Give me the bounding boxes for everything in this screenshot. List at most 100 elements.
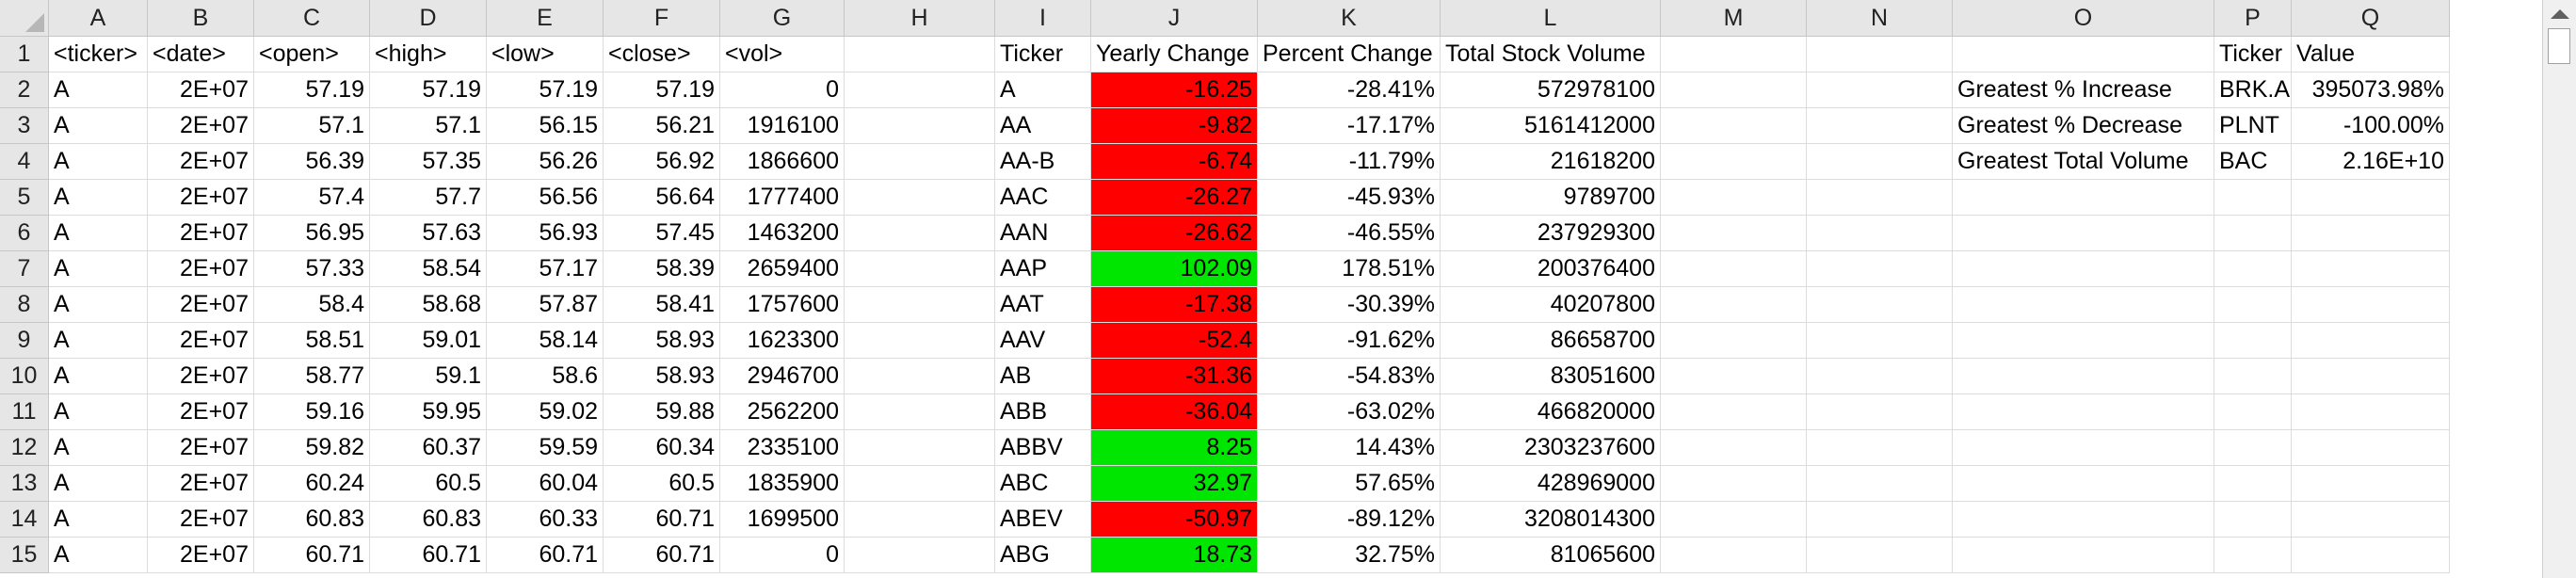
cell-o2[interactable]: Greatest % Increase xyxy=(1953,72,2214,108)
cell-e5[interactable]: 56.56 xyxy=(487,180,604,216)
cell-h8[interactable] xyxy=(845,287,995,323)
cell-m10[interactable] xyxy=(1661,359,1807,394)
cell-o15[interactable] xyxy=(1953,538,2214,573)
cell-b10[interactable]: 2E+07 xyxy=(148,359,254,394)
cell-i7[interactable]: AAP xyxy=(995,251,1091,287)
cell-q15[interactable] xyxy=(2292,538,2450,573)
cell-k8[interactable]: -30.39% xyxy=(1258,287,1441,323)
cell-e7[interactable]: 57.17 xyxy=(487,251,604,287)
cell-o6[interactable] xyxy=(1953,216,2214,251)
cell-q13[interactable] xyxy=(2292,466,2450,502)
cell-p5[interactable] xyxy=(2214,180,2292,216)
column-header-d[interactable]: D xyxy=(370,0,487,37)
cell-q12[interactable] xyxy=(2292,430,2450,466)
cell-d12[interactable]: 60.37 xyxy=(370,430,487,466)
row-header-1[interactable]: 1 xyxy=(0,37,49,72)
cell-b2[interactable]: 2E+07 xyxy=(148,72,254,108)
column-header-e[interactable]: E xyxy=(487,0,604,37)
column-header-a[interactable]: A xyxy=(49,0,148,37)
cell-h2[interactable] xyxy=(845,72,995,108)
cell-f7[interactable]: 58.39 xyxy=(604,251,720,287)
cell-o12[interactable] xyxy=(1953,430,2214,466)
cell-g13[interactable]: 1835900 xyxy=(720,466,845,502)
cell-n9[interactable] xyxy=(1807,323,1953,359)
cell-f4[interactable]: 56.92 xyxy=(604,144,720,180)
row-header-15[interactable]: 15 xyxy=(0,538,49,573)
cell-a5[interactable]: A xyxy=(49,180,148,216)
cell-p13[interactable] xyxy=(2214,466,2292,502)
cell-a9[interactable]: A xyxy=(49,323,148,359)
cell-f5[interactable]: 56.64 xyxy=(604,180,720,216)
row-header-6[interactable]: 6 xyxy=(0,216,49,251)
cell-i5[interactable]: AAC xyxy=(995,180,1091,216)
column-header-m[interactable]: M xyxy=(1661,0,1807,37)
cell-o14[interactable] xyxy=(1953,502,2214,538)
vertical-scrollbar[interactable] xyxy=(2542,0,2576,578)
cell-a1[interactable]: <ticker> xyxy=(49,37,148,72)
cell-i11[interactable]: ABB xyxy=(995,394,1091,430)
cell-g7[interactable]: 2659400 xyxy=(720,251,845,287)
cell-a4[interactable]: A xyxy=(49,144,148,180)
cell-f8[interactable]: 58.41 xyxy=(604,287,720,323)
cell-n14[interactable] xyxy=(1807,502,1953,538)
cell-p9[interactable] xyxy=(2214,323,2292,359)
cell-h9[interactable] xyxy=(845,323,995,359)
cell-n13[interactable] xyxy=(1807,466,1953,502)
cell-k9[interactable]: -91.62% xyxy=(1258,323,1441,359)
column-header-h[interactable]: H xyxy=(845,0,995,37)
cell-f1[interactable]: <close> xyxy=(604,37,720,72)
cell-a6[interactable]: A xyxy=(49,216,148,251)
cell-h7[interactable] xyxy=(845,251,995,287)
cell-d10[interactable]: 59.1 xyxy=(370,359,487,394)
cell-p6[interactable] xyxy=(2214,216,2292,251)
cell-d15[interactable]: 60.71 xyxy=(370,538,487,573)
cell-g5[interactable]: 1777400 xyxy=(720,180,845,216)
cell-e2[interactable]: 57.19 xyxy=(487,72,604,108)
cell-g2[interactable]: 0 xyxy=(720,72,845,108)
cell-b12[interactable]: 2E+07 xyxy=(148,430,254,466)
cell-a2[interactable]: A xyxy=(49,72,148,108)
cell-h14[interactable] xyxy=(845,502,995,538)
column-header-k[interactable]: K xyxy=(1258,0,1441,37)
cell-k15[interactable]: 32.75% xyxy=(1258,538,1441,573)
cell-p12[interactable] xyxy=(2214,430,2292,466)
row-header-5[interactable]: 5 xyxy=(0,180,49,216)
cell-h13[interactable] xyxy=(845,466,995,502)
cell-e3[interactable]: 56.15 xyxy=(487,108,604,144)
column-header-i[interactable]: I xyxy=(995,0,1091,37)
cell-f15[interactable]: 60.71 xyxy=(604,538,720,573)
cell-p7[interactable] xyxy=(2214,251,2292,287)
cell-e6[interactable]: 56.93 xyxy=(487,216,604,251)
cell-g4[interactable]: 1866600 xyxy=(720,144,845,180)
cell-o9[interactable] xyxy=(1953,323,2214,359)
cell-d8[interactable]: 58.68 xyxy=(370,287,487,323)
cell-c14[interactable]: 60.83 xyxy=(254,502,370,538)
cell-l4[interactable]: 21618200 xyxy=(1441,144,1661,180)
cell-g11[interactable]: 2562200 xyxy=(720,394,845,430)
cell-c10[interactable]: 58.77 xyxy=(254,359,370,394)
cell-i4[interactable]: AA-B xyxy=(995,144,1091,180)
cell-a7[interactable]: A xyxy=(49,251,148,287)
cell-a3[interactable]: A xyxy=(49,108,148,144)
cell-l1[interactable]: Total Stock Volume xyxy=(1441,37,1661,72)
cell-i6[interactable]: AAN xyxy=(995,216,1091,251)
row-header-11[interactable]: 11 xyxy=(0,394,49,430)
cell-k2[interactable]: -28.41% xyxy=(1258,72,1441,108)
cell-l5[interactable]: 9789700 xyxy=(1441,180,1661,216)
cell-q3[interactable]: -100.00% xyxy=(2292,108,2450,144)
cell-l7[interactable]: 200376400 xyxy=(1441,251,1661,287)
cell-b1[interactable]: <date> xyxy=(148,37,254,72)
cell-d14[interactable]: 60.83 xyxy=(370,502,487,538)
cell-b15[interactable]: 2E+07 xyxy=(148,538,254,573)
cell-q2[interactable]: 395073.98% xyxy=(2292,72,2450,108)
cell-a12[interactable]: A xyxy=(49,430,148,466)
cell-k4[interactable]: -11.79% xyxy=(1258,144,1441,180)
cell-a8[interactable]: A xyxy=(49,287,148,323)
cell-i8[interactable]: AAT xyxy=(995,287,1091,323)
cell-g14[interactable]: 1699500 xyxy=(720,502,845,538)
cell-j10[interactable]: -31.36 xyxy=(1091,359,1258,394)
cell-l2[interactable]: 572978100 xyxy=(1441,72,1661,108)
cell-d13[interactable]: 60.5 xyxy=(370,466,487,502)
cell-l9[interactable]: 86658700 xyxy=(1441,323,1661,359)
cell-h5[interactable] xyxy=(845,180,995,216)
